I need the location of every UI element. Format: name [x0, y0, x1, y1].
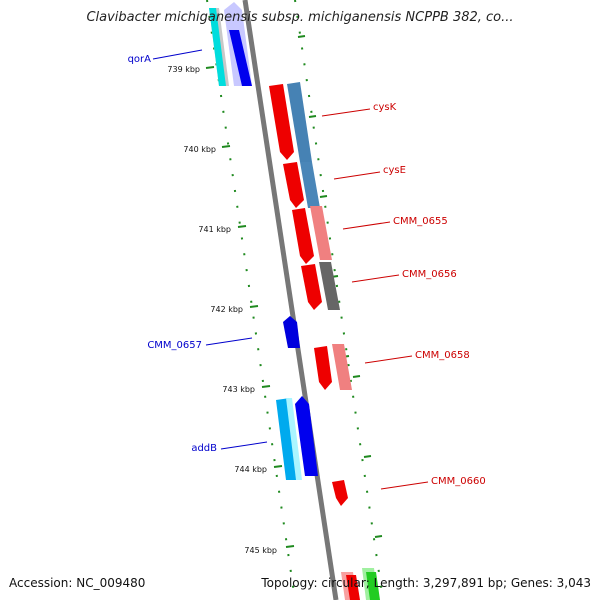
gene-bottom-green — [366, 572, 380, 600]
leader-cmm-0657 — [205, 337, 253, 346]
gene-label-cmm-0660[interactable]: CMM_0660 — [431, 476, 486, 487]
reverse-genes — [269, 82, 380, 600]
gene-qora-cyan — [209, 8, 226, 86]
gene-cmm-0658-red — [314, 346, 332, 390]
leader-cmm-0656 — [351, 274, 400, 283]
gene-label-cmm-0656[interactable]: CMM_0656 — [402, 269, 457, 280]
gene-label-cmm-0655[interactable]: CMM_0655 — [393, 216, 448, 227]
leader-cysk — [321, 108, 371, 117]
forward-genes — [209, 2, 318, 480]
gene-label-cysk[interactable]: cysK — [373, 102, 397, 113]
topology-footer: Topology: circular; Length: 3,297,891 bp… — [261, 576, 591, 590]
gene-qora-blue — [229, 30, 252, 86]
leader-qora — [152, 49, 203, 60]
scale-label-739: 739 kbp — [167, 65, 200, 74]
gene-cysk-red — [269, 84, 294, 160]
tick-740 — [221, 145, 231, 148]
scale-label-743: 743 kbp — [222, 385, 255, 394]
gene-cmm-0660 — [332, 480, 348, 506]
gene-addb-lightcyan — [286, 398, 302, 480]
gene-cyse-steel — [300, 162, 320, 208]
gene-label-cyse[interactable]: cysE — [383, 165, 406, 176]
tick-739 — [205, 66, 215, 69]
gene-label-qora[interactable]: qorA — [128, 54, 152, 65]
scale-label-741: 741 kbp — [198, 225, 231, 234]
scale-label-742: 742 kbp — [210, 305, 243, 314]
tick-742 — [249, 305, 259, 308]
leader-cyse — [333, 171, 381, 180]
scale-label-740: 740 kbp — [183, 145, 216, 154]
tick-744 — [273, 465, 283, 468]
gene-label-cmm-0658[interactable]: CMM_0658 — [415, 350, 470, 361]
accession-label: Accession: — [9, 576, 73, 590]
tick-741 — [237, 225, 247, 228]
gene-addb-blue — [295, 396, 318, 476]
tick-745 — [285, 545, 295, 548]
gene-cmm-0655-pink — [310, 206, 332, 260]
gene-cysk-steel — [287, 82, 312, 162]
gene-cmm-0656-gray — [319, 262, 340, 310]
accession-value: NC_009480 — [76, 576, 146, 590]
tick-743 — [261, 385, 271, 388]
gene-label-cmm-0657[interactable]: CMM_0657 — [147, 340, 202, 351]
accession-footer: Accession: NC_009480 — [9, 576, 145, 590]
scale-label-744: 744 kbp — [234, 465, 267, 474]
leader-cmm-0660 — [380, 481, 429, 490]
gene-label-addb[interactable]: addB — [191, 443, 217, 454]
leader-cmm-0655 — [342, 221, 391, 230]
gene-cmm-0656-red — [301, 264, 322, 310]
gene-cmm-0655-red — [292, 208, 314, 264]
gene-cyse-red — [283, 162, 304, 208]
gene-cmm-0658-pink — [332, 344, 352, 390]
map-title: Clavibacter michiganensis subsp. michiga… — [86, 10, 514, 25]
leader-addb — [220, 441, 268, 450]
genome-backbone — [242, 0, 339, 600]
gene-bottom-red — [346, 575, 360, 600]
gene-cmm-0657 — [283, 316, 300, 348]
scale-label-745: 745 kbp — [244, 546, 277, 555]
leader-cmm-0658 — [364, 355, 413, 364]
